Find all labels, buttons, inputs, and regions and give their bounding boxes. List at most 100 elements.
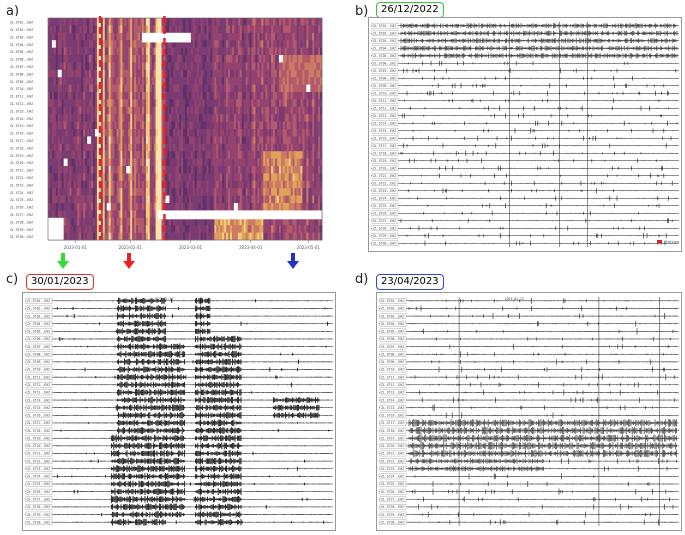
- heatmap-date-tick: 2023-04-01: [239, 245, 263, 250]
- trace-station-label: ZL.ST17..EHZ: [373, 144, 396, 148]
- trace-row: ZL.ST10..EHZ: [371, 90, 679, 97]
- trace-row: ZL.ST04..EHZ: [379, 320, 679, 327]
- heatmap-row-label: ZL.ST20..EHZ: [10, 161, 33, 165]
- trace-row: ZL.ST15..EHZ: [25, 404, 333, 412]
- heatmap-row-label: ZL.ST09..EHZ: [10, 80, 33, 84]
- trace-row: ZL.ST02..EHZ: [25, 305, 333, 312]
- trace-station-label: ZL.ST01..EHZ: [27, 299, 50, 303]
- trace-station-label: ZL.ST29..EHZ: [373, 234, 396, 238]
- trace-station-label: ZL.ST07..EHZ: [373, 69, 396, 73]
- heatmap-row-label: ZL.ST25..EHZ: [10, 198, 33, 202]
- trace-station-label: ZL.ST12..EHZ: [381, 383, 404, 387]
- heatmap-row-label: ZL.ST22..EHZ: [10, 176, 33, 180]
- trace-row: ZL.ST02..EHZ: [379, 305, 679, 312]
- trace-station-label: ZL.ST01..EHZ: [373, 24, 396, 28]
- date-box-b: 26/12/2022: [376, 2, 444, 18]
- trace-station-label: ZL.ST30..EHZ: [381, 520, 404, 524]
- trace-row: ZL.ST22..EHZ: [371, 180, 679, 187]
- panel-b-label: b): [355, 4, 369, 19]
- red-arrow-icon: [123, 253, 135, 269]
- heatmap-row-label: ZL.ST11..EHZ: [10, 95, 33, 99]
- trace-row: ZL.ST05..EHZ: [371, 52, 679, 59]
- trace-station-label: ZL.ST23..EHZ: [373, 189, 396, 193]
- heatmap-row-label: ZL.ST03..EHZ: [10, 35, 33, 39]
- trace-station-label: ZL.ST26..EHZ: [27, 490, 50, 494]
- seismogram-b: ZL.ST01..EHZ ZL.ST02..EHZ ZL.ST03..EHZ ZL.S…: [371, 22, 679, 247]
- heatmap-row-label: ZL.ST23..EHZ: [10, 183, 33, 187]
- trace-row: ZL.ST09..EHZ: [371, 82, 679, 89]
- trace-station-label: ZL.ST10..EHZ: [381, 368, 404, 372]
- trace-row: ZL.ST07..EHZ: [379, 343, 679, 350]
- trace-row: ZL.ST03..EHZ: [25, 312, 333, 320]
- trace-station-label: ZL.ST07..EHZ: [381, 345, 404, 349]
- trace-station-label: ZL.ST26..EHZ: [373, 211, 396, 215]
- trace-station-label: ZL.ST18..EHZ: [381, 429, 404, 433]
- heatmap-row-label: ZL.ST30..EHZ: [10, 235, 33, 239]
- trace-station-label: ZL.ST22..EHZ: [27, 459, 50, 463]
- trace-row: ZL.ST13..EHZ: [25, 389, 333, 396]
- trace-row: ZL.ST29..EHZ: [379, 511, 679, 518]
- trace-station-label: ZL.ST10..EHZ: [373, 91, 396, 95]
- heatmap-panel: ZL.ST01..EHZ ZL.ST02..EHZ ZL.ST03..EHZ ZL.S…: [8, 16, 326, 251]
- trace-row: ZL.ST07..EHZ: [25, 343, 333, 350]
- trace-station-label: ZL.ST06..EHZ: [27, 337, 50, 341]
- panel-a-label: a): [6, 4, 20, 19]
- heatmap-row-label: ZL.ST06..EHZ: [10, 58, 33, 62]
- trace-row: ZL.ST25..EHZ: [379, 481, 679, 487]
- trace-row: ZL.ST06..EHZ: [25, 335, 333, 343]
- trace-row: ZL.ST18..EHZ: [371, 150, 679, 157]
- heatmap-row-label: ZL.ST24..EHZ: [10, 191, 33, 195]
- trace-row: ZL.ST13..EHZ: [371, 112, 679, 119]
- trace-row: ZL.ST19..EHZ: [25, 434, 333, 442]
- trace-station-label: ZL.ST27..EHZ: [27, 497, 50, 501]
- trace-station-label: ZL.ST09..EHZ: [373, 84, 396, 88]
- trace-station-label: ZL.ST15..EHZ: [373, 129, 396, 133]
- trace-row: ZL.ST02..EHZ: [371, 30, 679, 37]
- heatmap-row-label: ZL.ST27..EHZ: [10, 213, 33, 217]
- heatmap-row-label: ZL.ST04..EHZ: [10, 43, 33, 47]
- trace-row: ZL.ST29..EHZ: [25, 511, 333, 518]
- trace-row: ZL.ST27..EHZ: [379, 496, 679, 503]
- trace-station-label: ZL.ST17..EHZ: [27, 421, 50, 425]
- trace-row: ZL.ST06..EHZ: [371, 60, 679, 67]
- trace-row: ZL.ST22..EHZ: [25, 457, 333, 465]
- trace-row: ZL.ST03..EHZ: [379, 313, 679, 319]
- trace-station-label: ZL.ST05..EHZ: [381, 330, 404, 334]
- trace-row: ZL.ST26..EHZ: [25, 488, 333, 496]
- heatmap-row-label: ZL.ST26..EHZ: [10, 206, 33, 210]
- heatmap-row-label: ZL.ST01..EHZ: [10, 21, 33, 25]
- trace-row: ZL.ST27..EHZ: [371, 217, 679, 224]
- trace-station-label: ZL.ST24..EHZ: [381, 475, 404, 479]
- trace-station-label: ZL.ST26..EHZ: [381, 490, 404, 494]
- trace-row: ZL.ST14..EHZ: [25, 396, 333, 404]
- trace-row: ZL.ST21..EHZ: [379, 449, 679, 458]
- trace-row: ZL.ST12..EHZ: [25, 381, 333, 389]
- heatmap-row-label: ZL.ST16..EHZ: [10, 132, 33, 136]
- trace-row: ZL.ST12..EHZ: [379, 381, 679, 388]
- trace-station-label: ZL.ST03..EHZ: [381, 314, 404, 318]
- trace-station-label: ZL.ST18..EHZ: [27, 429, 50, 433]
- trace-station-label: ZL.ST13..EHZ: [27, 391, 50, 395]
- trace-station-label: ZL.ST14..EHZ: [381, 398, 404, 402]
- trace-station-label: ZL.ST19..EHZ: [381, 436, 404, 440]
- trace-row: ZL.ST05..EHZ: [25, 328, 333, 335]
- trace-row: ZL.ST01..EHZ: [371, 22, 679, 29]
- heatmap-date-tick: 2023-01-01: [64, 245, 88, 250]
- trace-row: ZL.ST28..EHZ: [371, 225, 679, 232]
- trace-station-label: ZL.ST25..EHZ: [381, 482, 404, 486]
- trace-station-label: ZL.ST04..EHZ: [373, 46, 396, 50]
- trace-row: ZL.ST03..EHZ: [371, 37, 679, 44]
- trace-station-label: ZL.ST06..EHZ: [381, 337, 404, 341]
- legend-label: Stations: [664, 240, 679, 244]
- trace-station-label: ZL.ST20..EHZ: [27, 444, 50, 448]
- trace-station-label: ZL.ST05..EHZ: [373, 54, 396, 58]
- trace-row: ZL.ST12..EHZ: [371, 105, 679, 112]
- trace-station-label: ZL.ST16..EHZ: [373, 136, 396, 140]
- trace-row: ZL.ST09..EHZ: [379, 359, 679, 365]
- trace-station-label: ZL.ST21..EHZ: [381, 452, 404, 456]
- trace-row: ZL.ST17..EHZ: [25, 419, 333, 427]
- trace-row: ZL.ST28..EHZ: [25, 503, 333, 511]
- trace-station-label: ZL.ST02..EHZ: [27, 307, 50, 311]
- heatmap-row-label: ZL.ST15..EHZ: [10, 124, 33, 128]
- seismogram-panel-c: 2023-01-30 ZL.ST01..EHZ ZL.ST02..EHZ ZL.ST0…: [22, 292, 336, 531]
